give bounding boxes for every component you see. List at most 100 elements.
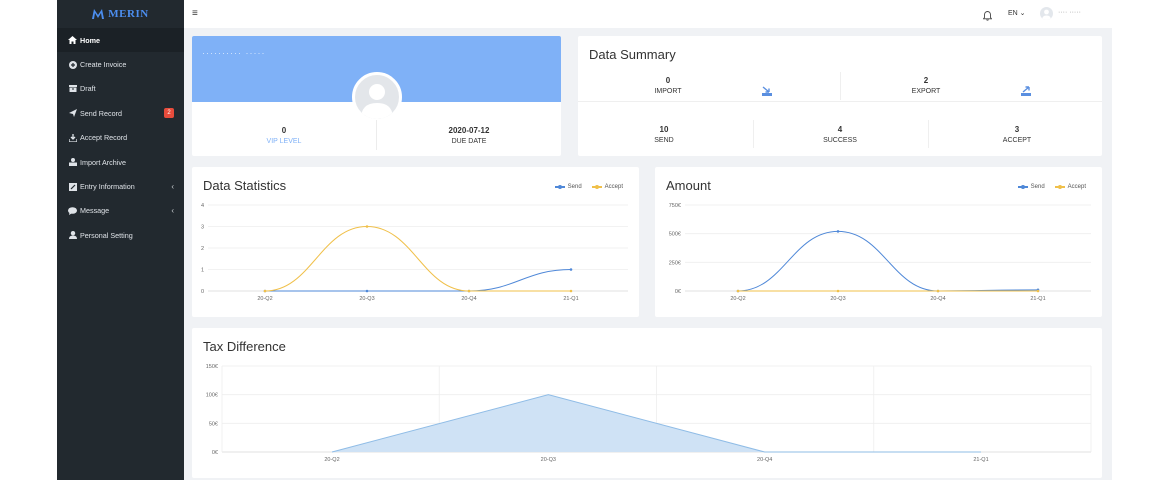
- data-point: [467, 289, 471, 293]
- sidebar-item-send-record[interactable]: Send Record 2: [57, 101, 184, 125]
- hamburger-menu-icon[interactable]: ≡: [192, 8, 198, 19]
- due-date-value: 2020-07-12: [448, 126, 490, 135]
- series-line-send: [265, 269, 572, 292]
- legend-swatch: [591, 185, 602, 189]
- amount-chart: 0€ 250€ 500€ 750€ 20-Q2 20-Q3 20-Q4 21-Q1: [669, 203, 1091, 302]
- chart-legend: Send Accept: [1017, 184, 1086, 190]
- legend-swatch: [554, 185, 565, 189]
- summary-divider-v2: [753, 120, 754, 148]
- sidebar-item-label: Accept Record: [80, 133, 128, 143]
- y-tick-label: 0: [201, 289, 204, 295]
- x-tick-label: 20-Q3: [359, 296, 374, 302]
- brand-logo[interactable]: MERIN: [57, 0, 184, 28]
- x-tick-label: 20-Q4: [757, 457, 772, 463]
- archive-icon: [66, 158, 79, 167]
- vip-level-label: VIP LEVEL: [266, 138, 302, 145]
- data-point: [836, 289, 840, 293]
- summary-divider-v: [840, 72, 841, 100]
- profile-divider: [376, 120, 377, 150]
- data-statistics-card: Data Statistics Send Accept 0 1 2 3 4 20-Q2 20…: [192, 167, 639, 317]
- y-tick-label: 1: [201, 268, 204, 274]
- due-date-stat: 2020-07-12 DUE DATE: [377, 126, 561, 145]
- topbar: ≡ EN ⌄ ···· ·····: [184, 0, 1112, 28]
- success-label: SUCCESS: [823, 137, 857, 144]
- import-label: IMPORT: [654, 88, 682, 95]
- vip-level-stat: 0 VIP LEVEL: [192, 126, 376, 145]
- send-record-badge: 2: [164, 108, 174, 119]
- legend-item-accept[interactable]: Accept: [1054, 184, 1086, 190]
- legend-swatch: [1054, 185, 1065, 189]
- user-menu[interactable]: ···· ·····: [1058, 9, 1081, 16]
- brand-mark-icon: [92, 9, 105, 19]
- legend-item-send[interactable]: Send: [1017, 184, 1045, 190]
- sidebar-item-import-archive[interactable]: Import Archive: [57, 150, 184, 174]
- data-point: [263, 289, 267, 293]
- sidebar-item-label: Personal Setting: [80, 230, 133, 240]
- bell-icon[interactable]: [982, 8, 993, 26]
- chart-legend: Send Accept: [554, 184, 623, 190]
- data-statistics-chart: 0 1 2 3 4 20-Q2 20-Q3 20-Q4 21-Q1: [201, 203, 628, 302]
- data-point: [836, 230, 840, 233]
- plus-circle-icon: [66, 60, 79, 69]
- x-tick-label: 21-Q1: [973, 457, 988, 463]
- send-label: SEND: [654, 137, 674, 144]
- sidebar-item-accept-record[interactable]: Accept Record: [57, 126, 184, 150]
- summary-divider-v3: [928, 120, 929, 148]
- tax-difference-card: Tax Difference 0€ 50€ 100€ 150€ 20-Q2 20-Q3 20…: [192, 328, 1102, 478]
- x-tick-label: 20-Q4: [461, 296, 476, 302]
- sidebar-item-home[interactable]: Home: [57, 28, 184, 53]
- accept-value: 3: [1014, 125, 1020, 134]
- legend-swatch: [1017, 185, 1028, 189]
- sidebar-item-label: Message: [80, 206, 110, 216]
- accept-label: ACCEPT: [1002, 137, 1032, 144]
- sidebar-item-label: Create Invoice: [80, 60, 127, 70]
- y-tick-label: 0€: [212, 450, 218, 456]
- accept-stat: 3 ACCEPT: [967, 125, 1067, 144]
- vip-level-value: 0: [281, 126, 287, 135]
- tax-difference-title: Tax Difference: [203, 339, 286, 354]
- language-select[interactable]: EN ⌄: [1008, 10, 1026, 17]
- data-point: [365, 225, 369, 228]
- draft-icon: [66, 85, 79, 93]
- sidebar-item-draft[interactable]: Draft: [57, 77, 184, 101]
- x-tick-label: 20-Q3: [830, 296, 845, 302]
- legend-item-accept[interactable]: Accept: [591, 184, 623, 190]
- data-point: [569, 268, 573, 271]
- legend-item-send[interactable]: Send: [554, 184, 582, 190]
- y-tick-label: 4: [201, 203, 204, 209]
- series-line-send: [737, 230, 1039, 292]
- profile-avatar: [352, 72, 402, 122]
- home-icon: [66, 36, 79, 45]
- legend-label: Accept: [604, 184, 623, 190]
- sidebar-item-entry-information[interactable]: Entry Information ‹: [57, 174, 184, 198]
- sidebar-item-message[interactable]: Message ‹: [57, 199, 184, 223]
- import-value: 0: [665, 76, 671, 85]
- export-icon[interactable]: [1021, 83, 1031, 101]
- x-tick-label: 21-Q1: [563, 296, 578, 302]
- amount-title: Amount: [666, 178, 711, 193]
- sidebar-item-label: Draft: [80, 84, 96, 94]
- export-stat: 2 EXPORT: [876, 76, 976, 95]
- legend-label: Accept: [1067, 184, 1086, 190]
- y-tick-label: 0€: [675, 289, 681, 295]
- sidebar-item-create-invoice[interactable]: Create Invoice: [57, 52, 184, 76]
- import-icon[interactable]: [762, 83, 772, 101]
- x-tick-label: 20-Q2: [324, 457, 339, 463]
- y-tick-label: 500€: [669, 232, 681, 238]
- data-summary-title: Data Summary: [589, 47, 676, 62]
- series-line: [331, 394, 981, 453]
- edit-icon: [66, 182, 79, 191]
- y-tick-label: 100€: [206, 393, 218, 399]
- message-icon: [66, 207, 79, 215]
- profile-card: ·········· ····· 0 VIP LEVEL 2020-07-12 …: [192, 36, 561, 156]
- y-tick-label: 150€: [206, 364, 218, 370]
- sidebar-item-label: Entry Information: [80, 182, 135, 192]
- brand-name: MERIN: [108, 8, 149, 20]
- legend-label: Send: [1030, 184, 1045, 190]
- sidebar-item-label: Send Record: [80, 108, 122, 118]
- series-line-accept: [264, 225, 571, 292]
- sidebar: MERIN Home Create Invoice Draft Send Rec…: [57, 0, 184, 480]
- sidebar-item-label: Import Archive: [80, 157, 126, 167]
- avatar[interactable]: [1040, 7, 1053, 20]
- sidebar-item-personal-setting[interactable]: Personal Setting: [57, 223, 184, 247]
